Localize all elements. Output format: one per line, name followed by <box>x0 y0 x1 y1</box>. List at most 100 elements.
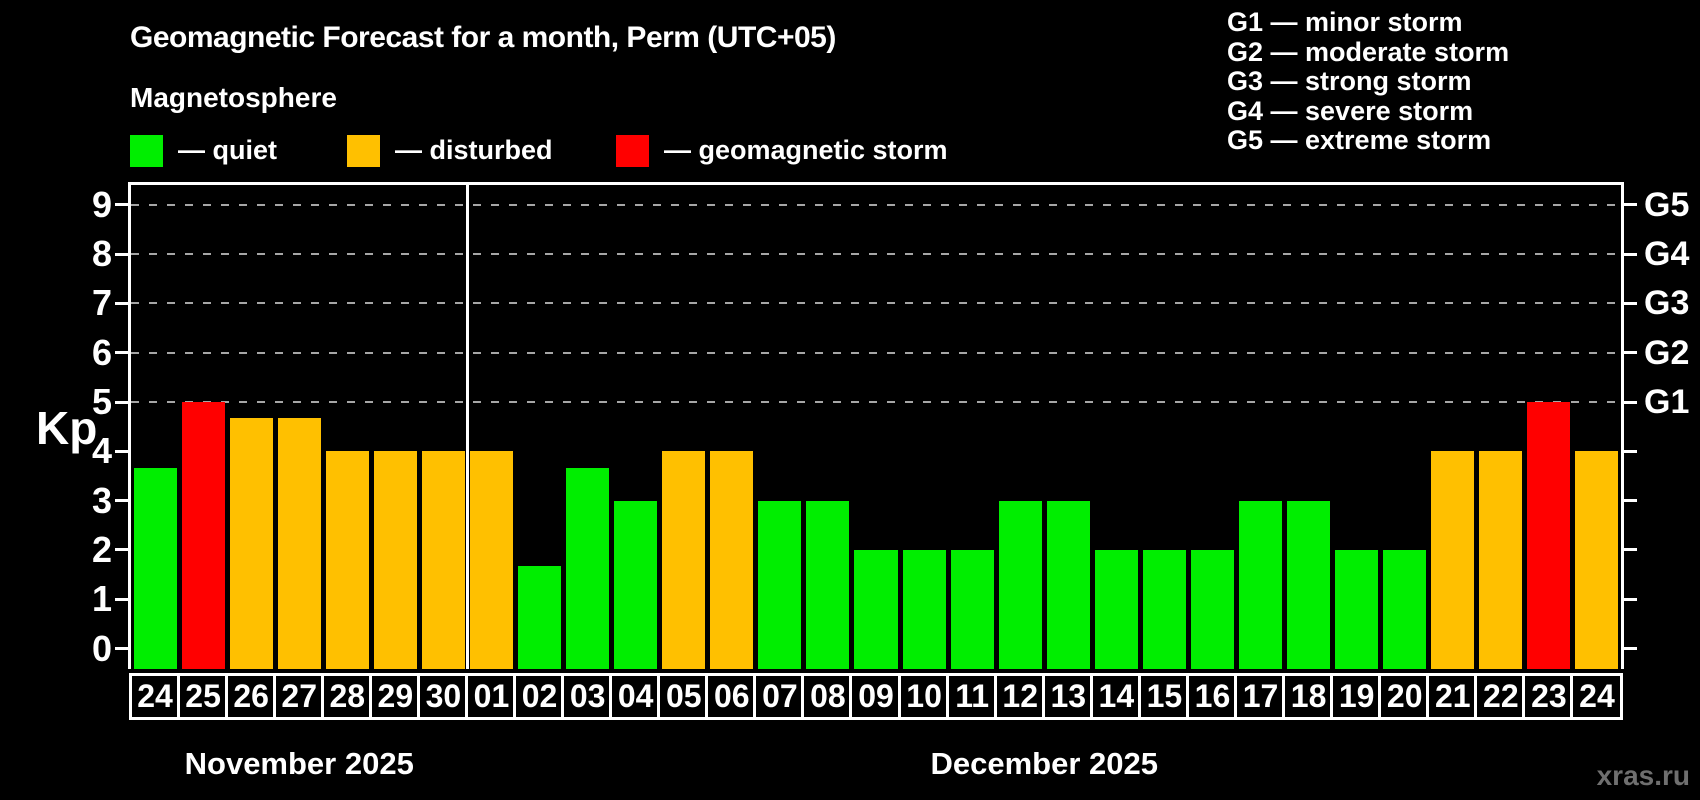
day-label-dec-07: 07 <box>753 673 807 720</box>
y-tick-left-7 <box>115 301 128 305</box>
gridline-kp9 <box>131 203 1621 206</box>
y-tick-label-3: 3 <box>91 479 112 521</box>
bar-dec-20 <box>1383 549 1427 669</box>
bar-dec-15 <box>1142 549 1186 669</box>
plot-border-left <box>128 182 131 669</box>
y-tick-left-6 <box>115 351 128 355</box>
day-label-dec-08: 08 <box>801 673 855 720</box>
y-tick-label-8: 8 <box>91 233 112 275</box>
day-label-nov-30: 30 <box>416 673 470 720</box>
gridline-kp7 <box>131 302 1621 305</box>
bar-dec-19 <box>1335 549 1379 669</box>
y-tick-right-0 <box>1624 647 1637 650</box>
day-label-nov-24: 24 <box>128 673 182 720</box>
bar-dec-05 <box>662 451 706 669</box>
storm-scale-legend: G1 — minor storm G2 — moderate storm G3 … <box>1227 7 1510 156</box>
day-label-nov-25: 25 <box>176 673 230 720</box>
y-tick-label-5: 5 <box>91 381 112 422</box>
y-tick-left-5 <box>115 400 128 404</box>
chart-subtitle: Magnetosphere <box>130 82 337 113</box>
y-tick-left-4 <box>115 449 128 453</box>
day-label-dec-21: 21 <box>1426 673 1480 720</box>
day-label-dec-23: 23 <box>1522 673 1576 720</box>
y-tick-left-2 <box>115 548 128 552</box>
bar-dec-14 <box>1094 549 1138 669</box>
y-tick-label-1: 1 <box>91 578 112 620</box>
bar-dec-07 <box>758 500 802 669</box>
day-label-dec-02: 02 <box>513 673 567 720</box>
y-tick-right-9 <box>1624 203 1637 207</box>
right-axis-label-g5: G5 <box>1644 185 1690 224</box>
y-tick-label-4: 4 <box>91 430 112 472</box>
bar-dec-13 <box>1046 500 1090 669</box>
bar-dec-18 <box>1287 500 1331 669</box>
legend-swatch-storm <box>616 134 649 167</box>
bar-dec-12 <box>998 500 1042 669</box>
y-tick-left-1 <box>115 597 128 601</box>
legend-item-disturbed: — disturbed <box>347 134 553 167</box>
storm-scale-line-g2: G2 — moderate storm <box>1227 36 1510 67</box>
day-label-dec-06: 06 <box>705 673 759 720</box>
right-axis-label-g1: G1 <box>1644 383 1690 421</box>
day-label-dec-12: 12 <box>993 673 1047 720</box>
month-label-december: December 2025 <box>930 746 1158 781</box>
day-label-dec-20: 20 <box>1378 673 1432 720</box>
bar-dec-10 <box>902 549 946 669</box>
bar-nov-30 <box>421 451 465 669</box>
day-label-nov-29: 29 <box>368 673 422 720</box>
y-tick-label-9: 9 <box>91 183 112 225</box>
gridline-kp5 <box>131 401 1621 403</box>
legend-label-quiet: — quiet <box>178 135 277 165</box>
day-label-nov-27: 27 <box>272 673 326 720</box>
storm-scale-line-g1: G1 — minor storm <box>1227 7 1463 37</box>
y-tick-right-3 <box>1624 499 1637 503</box>
day-label-dec-24: 24 <box>1570 673 1624 720</box>
day-label-dec-10: 10 <box>897 673 951 720</box>
legend-swatch-disturbed <box>347 134 380 167</box>
day-label-dec-09: 09 <box>849 673 903 720</box>
chart-title: Geomagnetic Forecast for a month, Perm (… <box>130 21 836 54</box>
bar-dec-06 <box>710 451 754 669</box>
bar-nov-29 <box>373 451 417 669</box>
y-tick-left-3 <box>115 499 128 503</box>
y-tick-left-8 <box>115 252 128 256</box>
bar-nov-28 <box>325 451 369 669</box>
bar-dec-16 <box>1190 549 1234 669</box>
bar-dec-24 <box>1575 451 1619 669</box>
day-label-dec-03: 03 <box>561 673 615 720</box>
storm-scale-line-g4: G4 — severe storm <box>1227 95 1474 126</box>
day-label-nov-26: 26 <box>224 673 278 720</box>
day-label-dec-13: 13 <box>1041 673 1095 720</box>
bar-dec-03 <box>566 467 610 669</box>
bar-dec-21 <box>1431 451 1475 669</box>
y-tick-label-6: 6 <box>91 331 112 373</box>
bar-dec-22 <box>1479 451 1523 669</box>
y-tick-label-7: 7 <box>91 282 112 324</box>
bar-dec-09 <box>854 549 898 669</box>
right-axis-label-g3: G3 <box>1644 284 1690 323</box>
y-tick-label-2: 2 <box>91 528 112 570</box>
day-label-nov-28: 28 <box>320 673 374 720</box>
day-label-dec-01: 01 <box>464 673 518 720</box>
y-tick-right-6 <box>1624 351 1637 355</box>
gridline-kp6 <box>131 351 1621 354</box>
bar-nov-25 <box>181 402 225 669</box>
day-label-dec-16: 16 <box>1185 673 1239 720</box>
bar-dec-08 <box>806 500 850 669</box>
y-tick-right-2 <box>1624 548 1637 552</box>
right-axis-label-g2: G2 <box>1644 333 1690 372</box>
day-label-dec-19: 19 <box>1330 673 1384 720</box>
y-tick-right-7 <box>1624 301 1637 305</box>
legend-item-storm: — geomagnetic storm <box>616 134 948 167</box>
y-tick-label-0: 0 <box>91 627 112 669</box>
month-separator-line <box>465 184 469 669</box>
y-tick-left-9 <box>115 203 128 207</box>
day-label-dec-11: 11 <box>945 673 999 720</box>
day-label-dec-04: 04 <box>609 673 663 720</box>
watermark: xras.ru <box>1596 760 1690 791</box>
legend-item-quiet: — quiet <box>130 134 277 167</box>
legend-label-disturbed: — disturbed <box>395 135 553 165</box>
bar-dec-23 <box>1527 402 1571 669</box>
bar-dec-02 <box>518 566 562 669</box>
